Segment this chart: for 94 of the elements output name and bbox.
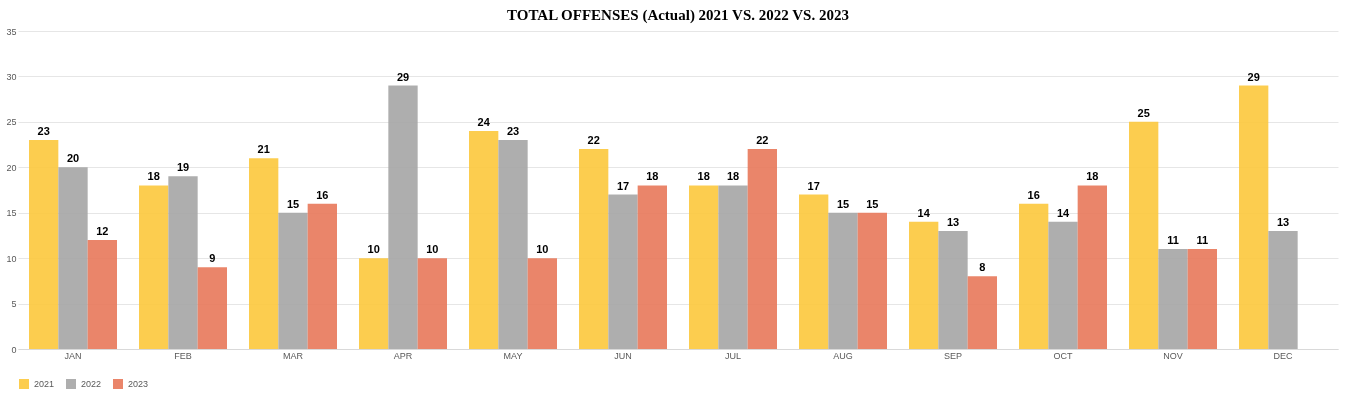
- x-tick-label: FEB: [174, 350, 192, 361]
- y-tick-label: 20: [6, 162, 17, 173]
- y-tick-label: 15: [6, 208, 17, 219]
- x-tick-label: MAY: [503, 350, 523, 361]
- data-label: 11: [1167, 234, 1179, 247]
- data-label: 8: [979, 261, 986, 274]
- data-label: 22: [756, 134, 769, 147]
- data-label: 23: [37, 125, 50, 138]
- chart-title: TOTAL OFFENSES (Actual) 2021 VS. 2022 VS. 2023: [507, 7, 849, 24]
- data-label: 17: [616, 179, 630, 192]
- data-label: 18: [1086, 170, 1099, 183]
- bar: [417, 258, 447, 349]
- bar: [388, 85, 418, 349]
- data-label: 10: [367, 243, 380, 256]
- data-label: 25: [1137, 106, 1150, 119]
- legend-label: 2022: [81, 379, 102, 389]
- data-label: 18: [646, 170, 659, 183]
- x-tick-label: JUL: [724, 350, 742, 361]
- legend-label: 2021: [34, 379, 55, 389]
- bar: [1187, 249, 1217, 349]
- legend-label: 2023: [128, 379, 149, 389]
- bar: [307, 203, 337, 349]
- data-label: 14: [917, 206, 931, 219]
- data-label: 15: [286, 197, 300, 210]
- x-tick-label: OCT: [1053, 350, 1073, 361]
- bar: [909, 221, 939, 349]
- bar: [197, 267, 227, 349]
- bar: [967, 276, 997, 349]
- bar: [938, 230, 968, 349]
- bar: [857, 212, 887, 349]
- bar: [1019, 203, 1049, 349]
- x-tick-label: NOV: [1163, 350, 1183, 361]
- data-label: 13: [946, 215, 960, 228]
- data-label: 23: [506, 125, 520, 138]
- bar: [608, 194, 638, 349]
- bar: [498, 140, 528, 349]
- data-label: 18: [697, 170, 710, 183]
- bar: [1077, 185, 1107, 349]
- bar: [58, 167, 88, 349]
- bar: [747, 149, 777, 349]
- data-label: 29: [1247, 70, 1260, 83]
- data-label: 16: [1027, 188, 1040, 201]
- data-label: 19: [176, 161, 190, 174]
- data-label: 12: [96, 224, 109, 237]
- data-label: 18: [726, 170, 740, 183]
- bar: [1129, 121, 1159, 349]
- y-tick-label: 30: [6, 71, 17, 82]
- x-tick-label: JAN: [64, 350, 82, 361]
- y-tick-label: 35: [6, 26, 17, 37]
- bar: [799, 194, 829, 349]
- data-label: 10: [426, 243, 439, 256]
- x-tick-label: DEC: [1273, 350, 1293, 361]
- bar: [637, 185, 667, 349]
- data-label: 29: [396, 70, 410, 83]
- bar: [828, 212, 858, 349]
- bar: [278, 212, 308, 349]
- bar: [1158, 249, 1188, 349]
- bar: [359, 258, 389, 349]
- x-tick-label: AUG: [833, 350, 853, 361]
- data-label: 21: [257, 143, 270, 156]
- bar: [1239, 85, 1269, 349]
- bar: [718, 185, 748, 349]
- bar: [139, 185, 169, 349]
- x-tick-label: APR: [393, 350, 413, 361]
- bar: [87, 239, 117, 349]
- bar: [689, 185, 719, 349]
- bar: [579, 149, 609, 349]
- x-tick-label: JUN: [614, 350, 632, 361]
- bar: [1048, 221, 1078, 349]
- data-label: 13: [1276, 215, 1290, 228]
- data-label: 10: [536, 243, 549, 256]
- data-label: 18: [147, 170, 160, 183]
- x-tick-label: SEP: [943, 350, 963, 361]
- data-label: 20: [66, 152, 80, 165]
- y-tick-label: 5: [11, 299, 17, 310]
- data-label: 16: [316, 188, 329, 201]
- y-tick-label: 25: [6, 117, 17, 128]
- data-label: 17: [807, 179, 820, 192]
- data-label: 15: [866, 197, 879, 210]
- y-tick-label: 10: [6, 253, 17, 264]
- bar: [168, 176, 198, 349]
- bar: [29, 140, 59, 349]
- x-tick-label: MAR: [283, 350, 304, 361]
- data-label: 11: [1196, 234, 1209, 247]
- data-label: 24: [477, 115, 491, 128]
- bar: [469, 130, 499, 349]
- data-label: 15: [836, 197, 850, 210]
- bar: [527, 258, 557, 349]
- data-label: 22: [587, 134, 600, 147]
- y-tick-label: 0: [11, 344, 17, 355]
- data-label: 14: [1056, 206, 1070, 219]
- bar: [1268, 230, 1298, 349]
- data-label: 9: [209, 252, 216, 265]
- bar: [249, 158, 279, 349]
